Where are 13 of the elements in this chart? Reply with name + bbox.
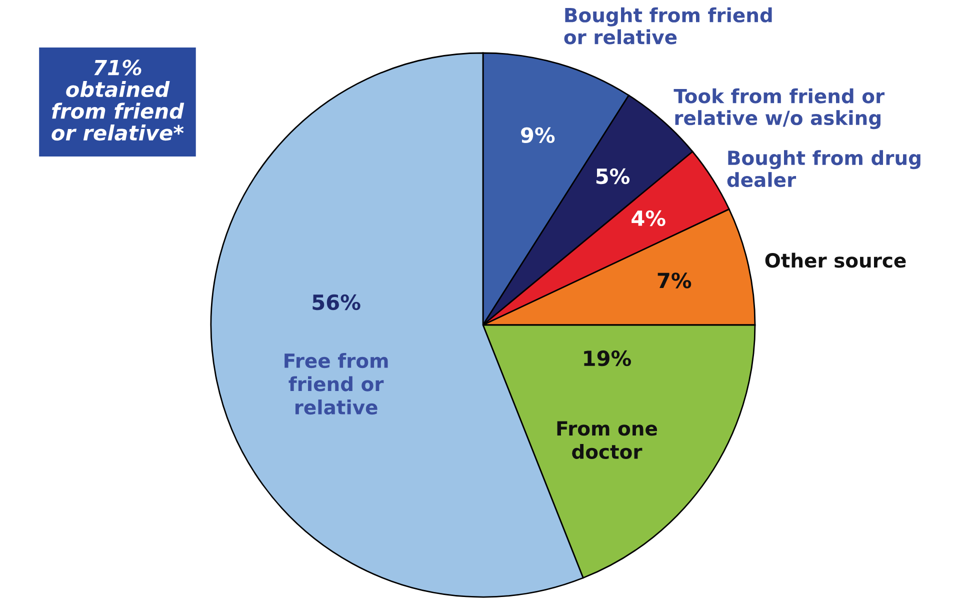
data-label: 5%	[596, 168, 630, 184]
slice-label: Bought from drug dealer	[727, 150, 920, 188]
slice-label: Took from friend or relative w/o asking	[674, 88, 885, 130]
data-label: 19%	[584, 350, 631, 366]
data-label: 7%	[658, 272, 692, 288]
data-label: 4%	[632, 210, 666, 226]
slice-label: Bought from friend or relative	[564, 7, 772, 44]
slice-label: Other source	[765, 252, 906, 268]
data-label: 9%	[521, 127, 555, 143]
slice-label: From one doctor	[557, 421, 657, 459]
data-label: 56%	[312, 294, 360, 310]
text: 71% obtained from friend or relative*	[52, 60, 184, 141]
slice-label: Free from friend or relative	[284, 353, 388, 415]
